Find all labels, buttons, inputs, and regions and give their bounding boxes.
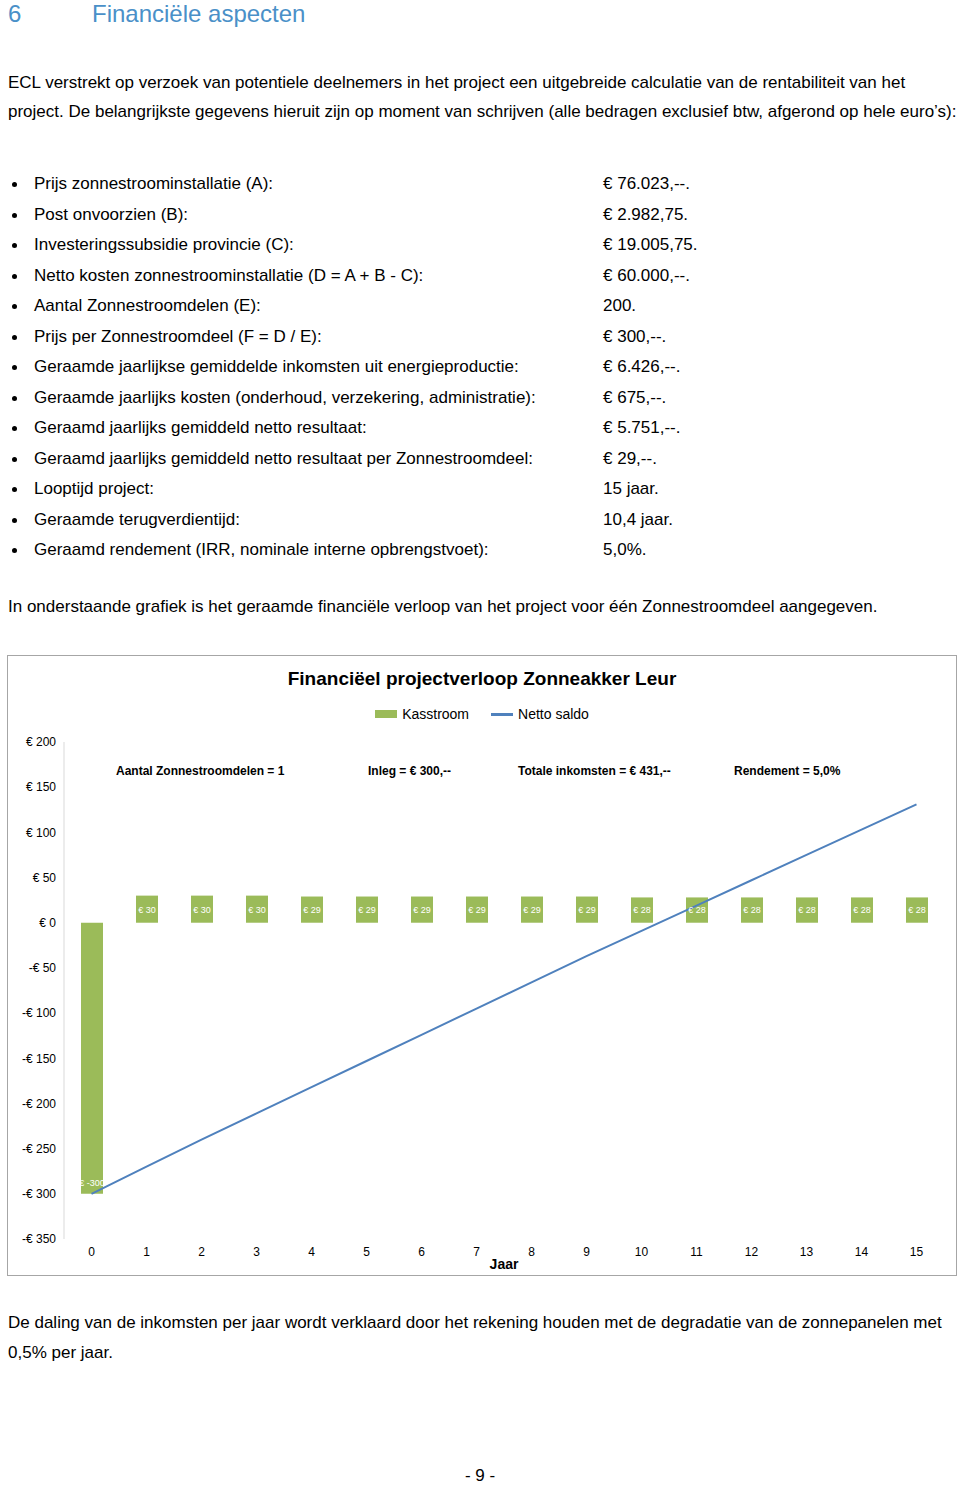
svg-text:13: 13 (800, 1245, 814, 1259)
svg-text:€ 28: € 28 (688, 905, 706, 915)
html-text:Inleg = € 300,--: Inleg = € 300,-- (368, 764, 451, 778)
html-text:€ 60.000,--.: € 60.000,--. (603, 265, 690, 285)
svg-text:-€ 250: -€ 250 (22, 1142, 56, 1156)
html-text:€ 675,--.: € 675,--. (603, 387, 667, 407)
svg-text:0: 0 (88, 1245, 95, 1259)
html-text:- 9 -: - 9 - (464, 1466, 496, 1485)
html-text:€ 29,--.: € 29,--. (603, 448, 657, 468)
svg-text:10: 10 (635, 1245, 649, 1259)
html-text:Rendement = 5,0%: Rendement = 5,0% (734, 764, 841, 778)
svg-text:€ 28: € 28 (798, 905, 816, 915)
svg-text:9: 9 (583, 1245, 590, 1259)
html-text:De daling van de inkomsten per: De daling van de inkomsten per jaar word… (8, 1313, 942, 1362)
svg-text:7: 7 (473, 1245, 480, 1259)
svg-text:€ 28: € 28 (908, 905, 926, 915)
svg-text:€ 30: € 30 (193, 905, 211, 915)
svg-text:Jaar: Jaar (490, 1256, 519, 1272)
html-text:Geraamd jaarlijks gemiddeld ne: Geraamd jaarlijks gemiddeld netto result… (34, 448, 533, 468)
html-text:6: 6 (8, 0, 22, 27)
html-text:5,0%.: 5,0%. (603, 540, 647, 559)
svg-text:-€ 200: -€ 200 (22, 1097, 56, 1111)
svg-text:€ 29: € 29 (358, 905, 376, 915)
svg-text:€ 28: € 28 (633, 905, 651, 915)
svg-text:€ 29: € 29 (578, 905, 596, 915)
svg-text:8: 8 (528, 1245, 535, 1259)
svg-text:-€ 300: -€ 300 (22, 1187, 56, 1201)
html-text:Post onvoorzien (B):: Post onvoorzien (B): (34, 204, 188, 224)
svg-text:-€ 150: -€ 150 (22, 1052, 56, 1066)
html-text:Geraamde jaarlijks kosten (ond: Geraamde jaarlijks kosten (onderhoud, ve… (34, 387, 536, 407)
html-text:Financiële aspecten: Financiële aspecten (92, 0, 306, 27)
svg-text:14: 14 (855, 1245, 869, 1259)
svg-text:€ 29: € 29 (523, 905, 541, 915)
html-text:15 jaar.: 15 jaar. (603, 479, 659, 498)
svg-text:-€ 100: -€ 100 (22, 1006, 56, 1020)
svg-text:€ 30: € 30 (138, 905, 156, 915)
svg-text:1: 1 (143, 1245, 150, 1259)
svg-text:€ 29: € 29 (413, 905, 431, 915)
html-text:€ 5.751,--.: € 5.751,--. (603, 418, 681, 437)
svg-text:5: 5 (363, 1245, 370, 1259)
html-text:Investeringssubsidie provincie: Investeringssubsidie provincie (C): (34, 235, 294, 254)
svg-text:€ 30: € 30 (248, 905, 266, 915)
svg-text:12: 12 (745, 1245, 759, 1259)
html-text:Financiëel projectverloop Zonn: Financiëel projectverloop Zonneakker Leu… (287, 668, 677, 689)
html-text:Looptijd project:: Looptijd project: (34, 479, 154, 498)
html-text:Netto kosten zonnestroominstal: Netto kosten zonnestroominstallatie (D =… (34, 265, 424, 285)
html-text:Prijs per Zonnestroomdeel (F =: Prijs per Zonnestroomdeel (F = D / E): (34, 326, 322, 346)
svg-text:3: 3 (253, 1245, 260, 1259)
html-text:Netto saldo: Netto saldo (518, 706, 589, 722)
html-text:Geraamd rendement (IRR, nomina: Geraamd rendement (IRR, nominale interne… (34, 540, 489, 559)
html-text:€ 6.426,--.: € 6.426,--. (603, 357, 681, 376)
svg-text:-€ 50: -€ 50 (29, 961, 57, 975)
svg-text:€ 50: € 50 (33, 871, 57, 885)
html-text:ECL verstrekt op verzoek van p: ECL verstrekt op verzoek van potentiele … (8, 73, 957, 121)
svg-text:2: 2 (198, 1245, 205, 1259)
html-text:Geraamde jaarlijkse gemiddelde: Geraamde jaarlijkse gemiddelde inkomsten… (34, 357, 519, 376)
html-text:€ 2.982,75.: € 2.982,75. (603, 204, 689, 224)
html-text:Totale inkomsten = € 431,--: Totale inkomsten = € 431,-- (518, 764, 671, 778)
html-text:Aantal Zonnestroomdelen = 1: Aantal Zonnestroomdelen = 1 (116, 764, 285, 778)
svg-text:15: 15 (910, 1245, 924, 1259)
svg-text:€ 28: € 28 (743, 905, 761, 915)
html-text:200.: 200. (603, 296, 637, 315)
html-text:10,4 jaar.: 10,4 jaar. (603, 509, 673, 529)
svg-text:€ 29: € 29 (303, 905, 321, 915)
svg-text:€ 200: € 200 (26, 735, 56, 749)
svg-text:€ 29: € 29 (468, 905, 486, 915)
html-text:Aantal Zonnestroomdelen (E):: Aantal Zonnestroomdelen (E): (34, 296, 261, 315)
html-text:€ 300,--.: € 300,--. (603, 326, 667, 346)
html-text:€ 19.005,75.: € 19.005,75. (603, 235, 698, 254)
html-text:Geraamd jaarlijks gemiddeld ne: Geraamd jaarlijks gemiddeld netto result… (34, 418, 367, 437)
html-text:Prijs zonnestroominstallatie (: Prijs zonnestroominstallatie (A): (34, 174, 273, 193)
html-text:€ 76.023,--.: € 76.023,--. (603, 174, 690, 193)
svg-text:€ 0: € 0 (39, 916, 56, 930)
svg-text:-€ 350: -€ 350 (22, 1232, 56, 1246)
svg-text:4: 4 (308, 1245, 315, 1259)
svg-text:11: 11 (690, 1245, 703, 1259)
svg-text:€ 28: € 28 (853, 905, 871, 915)
svg-text:6: 6 (418, 1245, 425, 1259)
html-text:Kasstroom: Kasstroom (402, 706, 469, 722)
svg-text:€ -300: € -300 (79, 1178, 105, 1188)
svg-text:€ 100: € 100 (26, 826, 56, 840)
html-text:In onderstaande grafiek is het: In onderstaande grafiek is het geraamde … (8, 597, 878, 616)
html-text:Geraamde terugverdientijd:: Geraamde terugverdientijd: (34, 509, 240, 529)
svg-text:€ 150: € 150 (26, 780, 56, 794)
